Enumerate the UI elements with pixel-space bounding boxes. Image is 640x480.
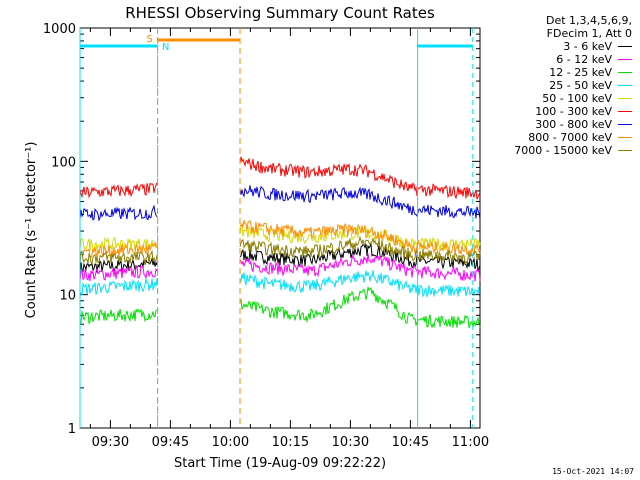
- plot-area: 1 10 100 1000 09:30 09:45 10:00 10:15 10:30 10:45…: [43, 22, 489, 450]
- y-tick-label: 1: [68, 422, 76, 437]
- series-line: [79, 270, 481, 298]
- legend-swatch: [618, 98, 632, 99]
- series-line: [79, 253, 481, 282]
- legend-swatch: [618, 111, 632, 112]
- series-line: [79, 220, 481, 259]
- generation-timestamp: 15-Oct-2021 14:07: [552, 467, 634, 476]
- x-tick-label: 09:30: [92, 435, 129, 450]
- legend-entry-label: 12 - 25 keV: [549, 66, 612, 79]
- legend-entry-label: 3 - 6 keV: [563, 40, 612, 53]
- series-line: [79, 156, 481, 200]
- legend-entry-label: 6 - 12 keV: [556, 53, 612, 66]
- legend-entry-label: 25 - 50 keV: [549, 79, 612, 92]
- night-label: N: [162, 42, 169, 53]
- legend-entries: 3 - 6 keV 6 - 12 keV 12 - 25 keV 25 - 50 ke…: [514, 40, 632, 157]
- x-tick-label: 10:30: [332, 435, 369, 450]
- y-axis-label: Count Rate (s⁻¹ detector⁻¹): [24, 142, 39, 319]
- series-line: [79, 235, 481, 266]
- legend-entry: 3 - 6 keV: [514, 40, 632, 53]
- y-tick-label: 10: [59, 289, 76, 304]
- y-tick-label: 1000: [43, 22, 76, 37]
- y-tick-label: 100: [51, 155, 76, 170]
- x-axis-label: Start Time (19-Aug-09 09:22:22): [174, 456, 386, 471]
- legend-entry: 800 - 7000 keV: [514, 131, 632, 144]
- legend-swatch: [618, 150, 632, 151]
- x-tick-label: 10:00: [212, 435, 249, 450]
- legend-header-line-1: Det 1,3,4,5,6,9,: [545, 14, 632, 27]
- legend: Det 1,3,4,5,6,9, FDecim 1, Att 0 3 - 6 k…: [514, 14, 632, 157]
- legend-swatch: [618, 124, 632, 125]
- legend-entry: 25 - 50 keV: [514, 79, 632, 92]
- legend-swatch: [618, 59, 632, 60]
- legend-entry-label: 50 - 100 keV: [542, 92, 612, 105]
- x-tick-label: 10:45: [392, 435, 429, 450]
- legend-entry: 6 - 12 keV: [514, 53, 632, 66]
- legend-entry: 100 - 300 keV: [514, 105, 632, 118]
- legend-entry: 300 - 800 keV: [514, 118, 632, 131]
- legend-entry: 12 - 25 keV: [514, 66, 632, 79]
- legend-entry-label: 100 - 300 keV: [535, 105, 612, 118]
- legend-header-line-2: FDecim 1, Att 0: [546, 27, 632, 40]
- series-line: [79, 185, 481, 222]
- legend-entry: 7000 - 15000 keV: [514, 144, 632, 157]
- legend-entry-label: 800 - 7000 keV: [528, 131, 612, 144]
- legend-entry-label: 300 - 800 keV: [535, 118, 612, 131]
- chart-title: RHESSI Observing Summary Count Rates: [125, 4, 435, 22]
- x-tick-label: 11:00: [452, 435, 489, 450]
- legend-entry: 50 - 100 keV: [514, 92, 632, 105]
- x-tick-label: 10:15: [272, 435, 309, 450]
- legend-entry-label: 7000 - 15000 keV: [514, 144, 612, 157]
- saa-label: S: [146, 34, 152, 45]
- legend-swatch: [618, 137, 632, 138]
- series-line: [79, 286, 481, 329]
- legend-swatch: [618, 72, 632, 73]
- x-tick-label: 09:45: [152, 435, 189, 450]
- legend-swatch: [618, 85, 632, 86]
- legend-swatch: [618, 46, 632, 47]
